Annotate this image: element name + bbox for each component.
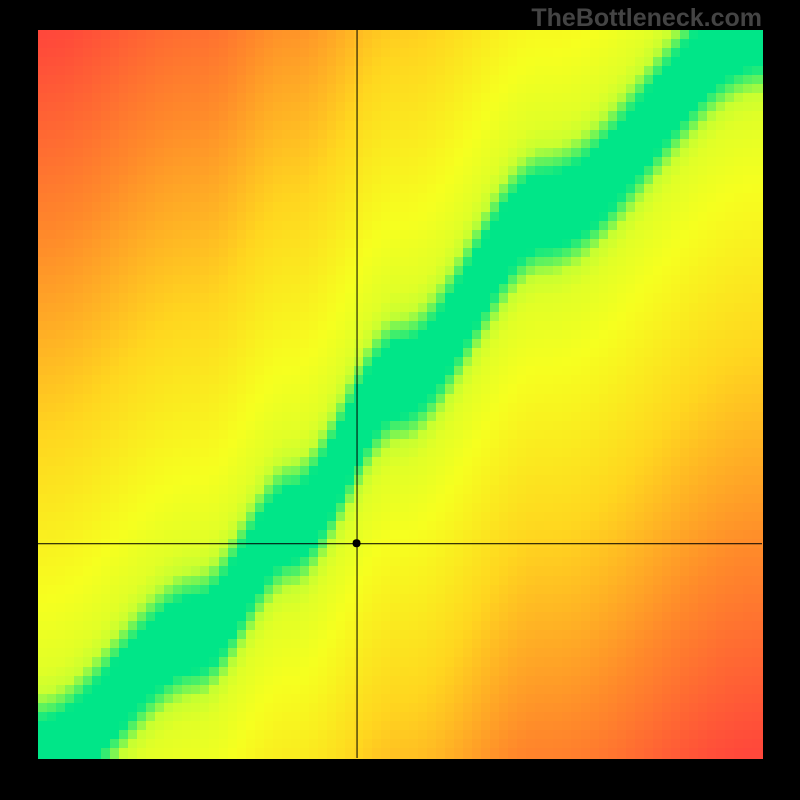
chart-container: TheBottleneck.com (0, 0, 800, 800)
heatmap-canvas (0, 0, 800, 800)
watermark-text: TheBottleneck.com (531, 4, 762, 33)
